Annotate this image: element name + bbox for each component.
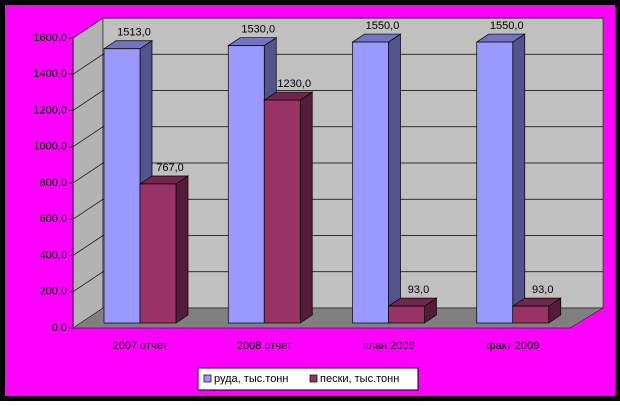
bar	[263, 99, 301, 324]
value-label: 1550,0	[366, 20, 400, 32]
value-label: 1550,0	[490, 20, 524, 32]
y-tick-label: 1000,0	[33, 141, 67, 153]
grid-line	[72, 53, 603, 75]
y-tick-label: 1600,0	[33, 32, 67, 44]
value-label: 767,0	[156, 162, 184, 174]
bar	[103, 48, 141, 324]
grid-line	[72, 162, 603, 184]
value-label: 93,0	[408, 284, 429, 296]
grid-line	[72, 271, 603, 293]
value-label: 93,0	[532, 284, 553, 296]
y-tick-label: 1200,0	[33, 104, 67, 116]
floor	[72, 307, 604, 329]
grid-line	[72, 235, 603, 256]
x-tick-label: факт 2009	[487, 340, 540, 352]
grid-line	[72, 90, 603, 111]
bar-side	[175, 175, 189, 324]
legend-swatch	[203, 374, 212, 383]
value-label: 1513,0	[117, 27, 151, 39]
bar	[388, 305, 425, 324]
value-label: 1530,0	[241, 24, 275, 36]
y-tick-label: 800,0	[39, 177, 67, 189]
legend-swatch	[309, 374, 318, 383]
bar	[476, 41, 514, 324]
x-tick-label: 2008 отчет	[237, 340, 292, 352]
bar-side	[388, 33, 401, 324]
grid-line	[72, 198, 603, 220]
y-tick-label: 1400,0	[33, 68, 67, 80]
y-tick-label: 0,0	[52, 322, 67, 334]
legend	[197, 367, 419, 391]
y-tick-label: 600,0	[39, 213, 67, 225]
bar	[512, 305, 550, 324]
x-tick-label: план 2009	[363, 340, 415, 352]
bar	[139, 183, 177, 324]
value-label: 1230,0	[277, 78, 311, 90]
bar	[352, 41, 389, 324]
bar	[227, 45, 265, 324]
legend-label: руда, тыс.тонн	[214, 373, 288, 385]
y-tick-label: 200,0	[39, 286, 67, 298]
y-tick-label: 400,0	[39, 249, 67, 261]
grid-line	[72, 126, 603, 148]
legend-label: пески, тыс.тонн	[320, 373, 399, 385]
x-tick-label: 2007 отчет	[113, 340, 168, 352]
bar-side	[512, 33, 526, 324]
bar-side	[299, 91, 313, 324]
grid-line	[72, 17, 603, 39]
